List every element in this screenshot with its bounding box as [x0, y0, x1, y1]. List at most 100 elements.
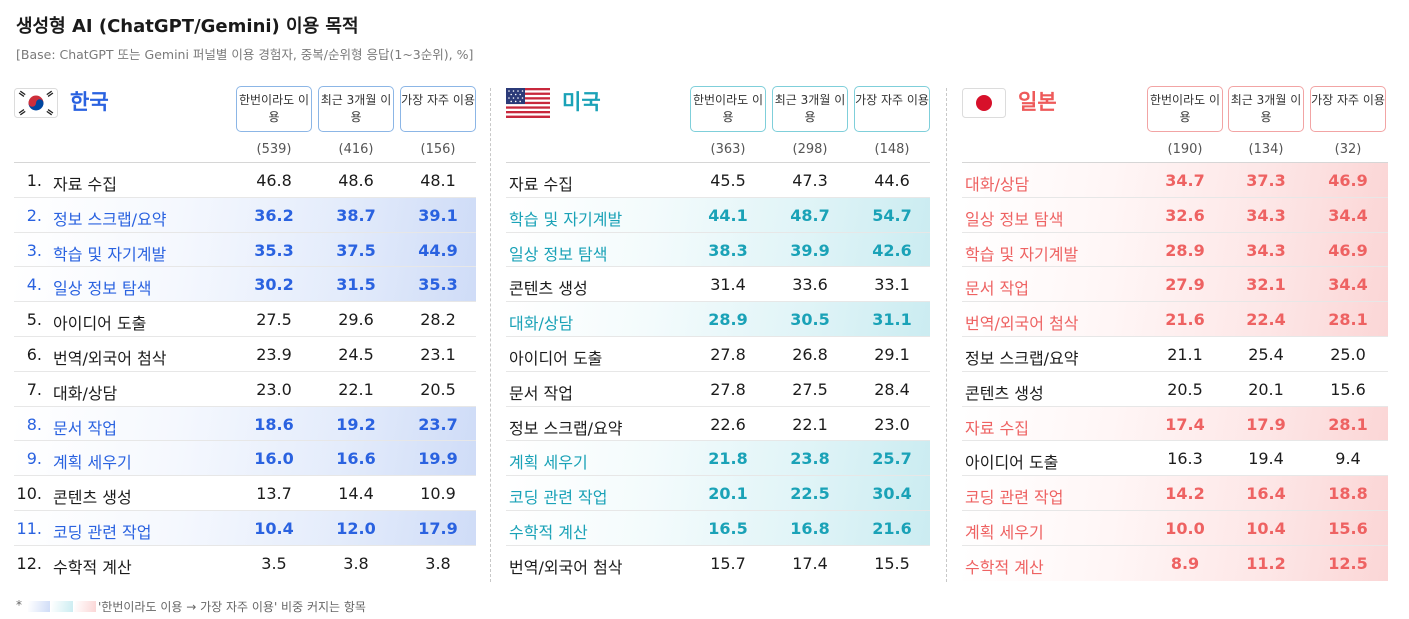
row-label: 학습 및 자기계발 [53, 244, 167, 264]
row-label: 코딩 관련 작업 [509, 488, 608, 508]
table-row: 7. 대화/상담 23.0 22.1 20.5 [14, 372, 476, 407]
row-value: 27.8 [710, 379, 746, 399]
data-table: 1. 자료 수집 46.8 48.6 48.1 2. 정보 스크랩/요약 36.2 38.7 39… [14, 162, 476, 581]
row-value: 47.3 [792, 171, 828, 190]
table-row: 일상 정보 탐색 38.3 39.9 42.6 [506, 232, 930, 268]
korea-flag-icon [14, 88, 58, 118]
row-value: 9.4 [1335, 449, 1361, 469]
row-value: 19.2 [336, 414, 376, 434]
row-label: 콘텐츠 생성 [965, 383, 1044, 403]
row-label: 수학적 계산 [965, 557, 1044, 577]
row-value: 20.5 [420, 379, 456, 399]
row-rank: 6. [26, 344, 42, 364]
footnote-star: * [16, 598, 22, 612]
row-label: 계획 세우기 [965, 522, 1044, 542]
table-row: 수학적 계산 16.5 16.8 21.6 [506, 510, 930, 546]
row-value: 28.1 [1328, 414, 1368, 434]
base-count: (190) [1167, 142, 1203, 157]
row-value: 39.9 [790, 240, 830, 260]
data-table: 자료 수집 45.5 47.3 44.6 학습 및 자기계발 44.1 48.7 54.7 일상… [506, 162, 930, 581]
table-row: 번역/외국어 첨삭 15.7 17.4 15.5 [506, 546, 930, 581]
row-value: 45.5 [710, 171, 746, 190]
row-label: 정보 스크랩/요약 [53, 209, 167, 229]
row-value: 16.0 [254, 449, 294, 469]
row-value: 10.9 [420, 484, 456, 504]
row-value: 10.0 [1165, 518, 1205, 538]
row-label: 자료 수집 [965, 418, 1029, 438]
footnote-text: '한번이라도 이용 → 가장 자주 이용' 비중 커지는 항목 [98, 600, 366, 614]
row-value: 27.9 [1165, 275, 1205, 295]
row-value: 33.6 [792, 275, 828, 295]
row-value: 12.0 [336, 518, 376, 538]
row-value: 28.9 [708, 310, 748, 330]
row-value: 23.0 [256, 379, 292, 399]
korea-panel: 한국 한번이라도 이용 최근 3개월 이용 가장 자주 이용 (539) (41… [14, 84, 476, 584]
row-value: 22.1 [792, 414, 828, 434]
row-value: 21.6 [872, 518, 912, 538]
table-row: 1. 자료 수집 46.8 48.6 48.1 [14, 163, 476, 198]
row-rank: 8. [26, 414, 42, 434]
row-rank: 1. [26, 171, 42, 190]
japan-swatch [74, 601, 96, 612]
row-value: 10.4 [1246, 518, 1286, 538]
row-value: 14.2 [1165, 484, 1205, 504]
table-row: 콘텐츠 생성 20.5 20.1 15.6 [962, 372, 1388, 407]
row-label: 학습 및 자기계발 [965, 244, 1079, 264]
column-header: 한번이라도 이용 [690, 86, 766, 132]
row-label: 콘텐츠 생성 [509, 279, 588, 299]
row-value: 28.1 [1328, 310, 1368, 330]
row-value: 54.7 [872, 205, 912, 225]
row-value: 48.6 [338, 171, 374, 190]
row-label: 자료 수집 [53, 175, 117, 194]
row-label: 수학적 계산 [509, 522, 588, 542]
row-label: 번역/외국어 첨삭 [509, 557, 623, 577]
row-label: 아이디어 도출 [53, 314, 147, 334]
row-value: 23.7 [418, 414, 458, 434]
row-value: 23.8 [790, 449, 830, 469]
row-value: 19.4 [1248, 449, 1284, 469]
column-header: 가장 자주 이용 [400, 86, 476, 132]
table-row: 6. 번역/외국어 첨삭 23.9 24.5 23.1 [14, 337, 476, 372]
row-value: 15.6 [1330, 379, 1366, 399]
row-value: 33.1 [874, 275, 910, 295]
row-label: 문서 작업 [509, 383, 573, 403]
row-value: 22.5 [790, 484, 830, 504]
base-count: (363) [710, 142, 746, 157]
japan-flag-icon [962, 88, 1006, 118]
column-header: 가장 자주 이용 [854, 86, 930, 132]
row-value: 48.7 [790, 205, 830, 225]
row-value: 16.8 [790, 518, 830, 538]
base-count: (416) [338, 142, 374, 157]
table-row: 10. 콘텐츠 생성 13.7 14.4 10.9 [14, 476, 476, 511]
row-rank: 11. [16, 518, 42, 538]
row-value: 26.8 [792, 344, 828, 364]
row-label: 계획 세우기 [53, 453, 132, 473]
row-label: 번역/외국어 첨삭 [53, 348, 167, 368]
table-row: 학습 및 자기계발 44.1 48.7 54.7 [506, 197, 930, 233]
row-value: 17.9 [418, 518, 458, 538]
row-value: 21.6 [1165, 310, 1205, 330]
column-header: 최근 3개월 이용 [318, 86, 394, 132]
table-row: 자료 수집 17.4 17.9 28.1 [962, 406, 1388, 442]
row-value: 21.8 [708, 449, 748, 469]
row-value: 19.9 [418, 449, 458, 469]
row-label: 아이디어 도출 [965, 453, 1059, 473]
base-count: (148) [874, 142, 910, 157]
table-row: 8. 문서 작업 18.6 19.2 23.7 [14, 406, 476, 442]
row-label: 대화/상담 [965, 175, 1030, 194]
row-label: 일상 정보 탐색 [53, 279, 152, 299]
row-value: 44.6 [874, 171, 910, 190]
table-row: 3. 학습 및 자기계발 35.3 37.5 44.9 [14, 232, 476, 268]
base-count: (134) [1248, 142, 1284, 157]
row-value: 44.9 [418, 240, 458, 260]
row-value: 22.6 [710, 414, 746, 434]
row-value: 27.8 [710, 344, 746, 364]
row-value: 20.1 [708, 484, 748, 504]
row-value: 25.0 [1330, 344, 1366, 364]
row-rank: 10. [16, 484, 42, 504]
table-row: 정보 스크랩/요약 21.1 25.4 25.0 [962, 337, 1388, 372]
row-value: 12.5 [1328, 553, 1368, 573]
row-value: 3.8 [343, 553, 369, 573]
row-label: 자료 수집 [509, 175, 573, 194]
row-value: 46.9 [1328, 171, 1368, 190]
